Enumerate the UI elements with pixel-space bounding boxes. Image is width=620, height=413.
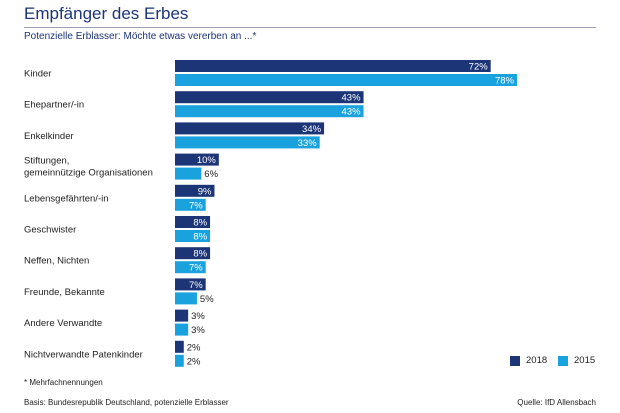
- value-label-2015-nichtverwandte-patenkinder: 2%: [187, 356, 201, 367]
- category-label-line: Stiftungen,: [24, 156, 69, 167]
- bar-2018-kinder: [175, 60, 491, 72]
- title-divider: [24, 27, 596, 28]
- value-label-2015-neffen-nichten: 7%: [189, 263, 203, 274]
- value-label-2018-neffen-nichten: 8%: [193, 249, 207, 260]
- value-label-2018-lebensgefährten-in: 9%: [198, 186, 212, 197]
- basis-note: Basis: Bundesrepublik Deutschland, poten…: [24, 398, 229, 407]
- category-label-enkelkinder: Enkelkinder: [24, 131, 74, 142]
- category-label-line: gemeinnützige Organisationen: [24, 168, 153, 179]
- value-label-2015-andere-verwandte: 3%: [191, 325, 205, 336]
- bar-2015-geschwister: [175, 230, 211, 242]
- bar-2015-freunde-bekannte: [175, 292, 197, 305]
- category-label-geschwister: Geschwister: [24, 225, 76, 236]
- bar-2018-enkelkinder: [175, 122, 325, 135]
- category-label-stiftungen-gemeinnützige-organisationen: Stiftungen, gemeinnützige Organisationen: [24, 156, 153, 179]
- value-label-2018-andere-verwandte: 3%: [191, 311, 205, 322]
- value-label-2018-geschwister: 8%: [193, 218, 207, 229]
- category-label-neffen-nichten: Neffen, Nichten: [24, 256, 89, 267]
- category-label-andere-verwandte: Andere Verwandte: [24, 318, 102, 329]
- value-label-2018-kinder: 72%: [469, 62, 489, 73]
- bar-2018-geschwister: [175, 216, 211, 228]
- bar-2018-ehepartner-in: [175, 91, 364, 104]
- chart-title: Empfänger des Erbes: [24, 4, 189, 23]
- legend-label-2015: 2015: [574, 355, 596, 366]
- bar-2018-lebensgefährten-in: [175, 184, 215, 197]
- value-label-2018-ehepartner-in: 43%: [342, 93, 362, 104]
- category-label-ehepartner-in: Ehepartner/-in: [24, 100, 84, 111]
- legend-item-2015: 2015: [558, 355, 595, 366]
- bar-2018-nichtverwandte-patenkinder: [175, 340, 184, 353]
- value-label-2015-lebensgefährten-in: 7%: [189, 200, 203, 211]
- value-label-2018-stiftungen-gemeinnützige-organisationen: 10%: [197, 155, 217, 166]
- bar-2018-stiftungen-gemeinnützige-organisationen: [175, 153, 219, 166]
- bar-2015-kinder: [175, 74, 517, 86]
- bar-2018-andere-verwandte: [175, 309, 189, 322]
- value-label-2015-geschwister: 8%: [193, 232, 207, 243]
- category-label-freunde-bekannte: Freunde, Bekannte: [24, 287, 105, 298]
- category-label-lebensgefährten-in: Lebensgefährten/-in: [24, 193, 109, 204]
- bar-2015-andere-verwandte: [175, 323, 189, 336]
- legend-item-2018: 2018: [510, 355, 547, 366]
- footnote: * Mehrfachnennungen: [24, 378, 103, 387]
- bar-2015-ehepartner-in: [175, 105, 364, 118]
- value-label-2018-nichtverwandte-patenkinder: 2%: [187, 342, 201, 353]
- bar-2018-freunde-bekannte: [175, 278, 206, 291]
- value-label-2018-enkelkinder: 34%: [302, 124, 322, 135]
- bar-2015-stiftungen-gemeinnützige-organisationen: [175, 167, 202, 180]
- legend-label-2018: 2018: [526, 355, 548, 366]
- category-label-kinder: Kinder: [24, 69, 51, 80]
- legend-swatch-2018: [510, 355, 520, 366]
- legend-swatch-2015: [558, 355, 568, 366]
- category-label-nichtverwandte-patenkinder: Nichtverwandte Patenkinder: [24, 349, 143, 360]
- value-label-2018-freunde-bekannte: 7%: [189, 280, 203, 291]
- bar-2015-nichtverwandte-patenkinder: [175, 354, 184, 367]
- chart-subtitle: Potenzielle Erblasser: Möchte etwas vere…: [24, 31, 257, 42]
- source-note: Quelle: IfD Allensbach: [517, 398, 596, 407]
- value-label-2015-stiftungen-gemeinnützige-organisationen: 6%: [204, 169, 218, 180]
- value-label-2015-enkelkinder: 33%: [298, 138, 318, 149]
- bar-2018-neffen-nichten: [175, 247, 211, 260]
- bar-2015-enkelkinder: [175, 136, 320, 149]
- value-label-2015-freunde-bekannte: 5%: [200, 294, 214, 305]
- bar-2015-lebensgefährten-in: [175, 198, 206, 211]
- value-label-2015-ehepartner-in: 43%: [342, 107, 362, 118]
- value-label-2015-kinder: 78%: [495, 76, 515, 87]
- bar-2015-neffen-nichten: [175, 261, 206, 274]
